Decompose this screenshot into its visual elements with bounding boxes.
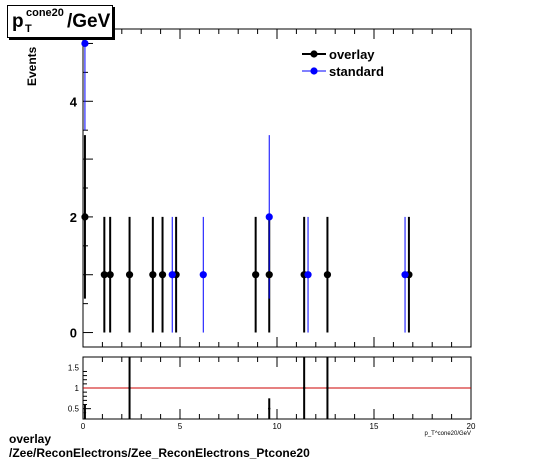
overlay-point: [265, 271, 273, 279]
main-y-tick-label: 4: [70, 94, 78, 109]
legend-label-standard: standard: [329, 64, 384, 79]
ratio-x-tick-label: 5: [178, 422, 183, 431]
overlay-point: [100, 271, 108, 279]
title-unit: /GeV: [67, 11, 111, 32]
ratio-y-tick-label: 1: [75, 384, 80, 393]
overlay-point: [158, 271, 167, 279]
legend-marker-overlay: [310, 50, 318, 58]
standard-point: [265, 213, 273, 221]
title-subscript: T: [25, 23, 32, 35]
ratio-x-tick-label: 15: [370, 422, 379, 431]
overlay-point: [125, 271, 134, 279]
caption-line-2: /Zee/ReconElectrons/Zee_ReconElectrons_P…: [9, 446, 310, 460]
ratio-y-tick-label: 1.5: [68, 363, 80, 372]
title-superscript: cone20: [26, 7, 64, 19]
histogram-title-box: p cone20 T /GeV: [7, 5, 113, 38]
standard-point: [81, 39, 89, 48]
main-y-tick-label: 0: [70, 326, 77, 341]
overlay-point: [106, 271, 114, 279]
standard-point: [199, 271, 207, 279]
main-y-tick-label: 2: [70, 210, 77, 225]
overlay-point: [81, 213, 89, 221]
ratio-x-axis-label: p_T^cone20/GeV: [424, 431, 471, 437]
ratio-point: [83, 411, 87, 414]
legend-label-overlay: overlay: [329, 47, 375, 62]
ratio-y-tick-label: 0.5: [68, 405, 80, 414]
overlay-point: [149, 271, 157, 279]
standard-point: [168, 271, 176, 279]
standard-point: [401, 271, 409, 279]
overlay-point: [323, 271, 332, 279]
ratio-point: [128, 386, 131, 390]
ratio-x-tick-label: 0: [81, 422, 86, 431]
standard-point: [304, 271, 312, 279]
overlay-point: [252, 271, 260, 279]
ratio-x-tick-label: 10: [273, 422, 282, 431]
ratio-point: [302, 386, 306, 390]
legend-marker-standard: [310, 67, 318, 75]
main-plot-frame: [82, 28, 472, 348]
ratio-x-tick-label: 20: [467, 422, 476, 431]
caption-line-1: overlay: [9, 432, 52, 446]
title-base: p: [12, 11, 24, 32]
ratio-point: [268, 407, 271, 410]
y-axis-label: Events: [25, 46, 39, 86]
ratio-point: [326, 386, 329, 390]
